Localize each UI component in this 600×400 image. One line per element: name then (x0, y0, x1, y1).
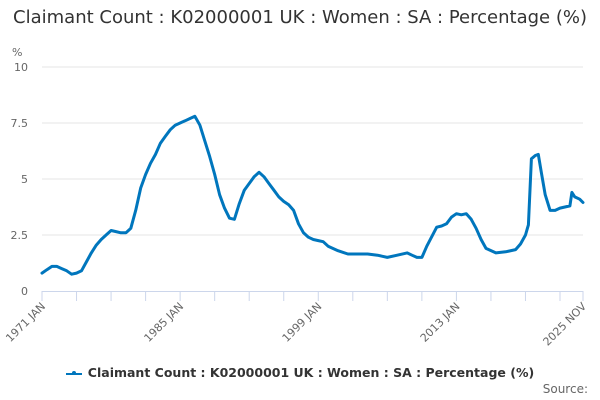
svg-text:1985 JAN: 1985 JAN (141, 300, 186, 345)
svg-text:2013 JAN: 2013 JAN (418, 300, 463, 345)
y-axis-unit-label: % (12, 46, 22, 59)
legend-line-marker-icon (65, 370, 82, 375)
y-axis-ticks: 0 2.5 5 7.5 10 (11, 61, 29, 298)
svg-text:2.5: 2.5 (11, 229, 29, 242)
chart-title: Claimant Count : K02000001 UK : Women : … (13, 7, 587, 28)
svg-text:2025 NOV: 2025 NOV (541, 300, 590, 349)
x-axis: 1971 JAN 1985 JAN 1999 JAN 2013 JAN 2025 NOV (3, 291, 589, 349)
svg-text:10: 10 (14, 61, 28, 74)
svg-text:1971 JAN: 1971 JAN (3, 300, 48, 345)
svg-text:5: 5 (21, 173, 28, 186)
svg-text:1999 JAN: 1999 JAN (280, 300, 325, 345)
data-series-line[interactable] (40, 114, 585, 276)
svg-text:0: 0 (21, 285, 28, 298)
svg-text:7.5: 7.5 (11, 117, 29, 130)
source-label: Source: (542, 382, 588, 396)
legend-label: Claimant Count : K02000001 UK : Women : … (87, 365, 535, 380)
gridlines (42, 66, 583, 236)
legend-item[interactable]: Claimant Count : K02000001 UK : Women : … (0, 365, 600, 380)
